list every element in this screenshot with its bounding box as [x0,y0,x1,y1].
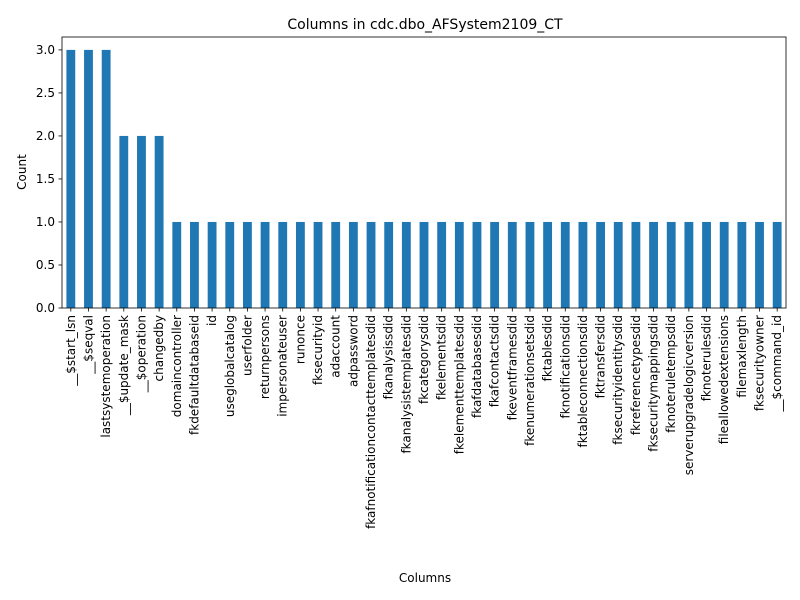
y-tick-label: 2.0 [36,129,55,143]
bar [454,221,464,308]
y-tick-label: 0.5 [36,258,55,272]
x-tick-label: fknoteruletempsdid [664,315,678,433]
x-tick-label: __$start_lsn [64,315,78,387]
x-tick-label: fktableconnectionsdid [576,315,590,448]
bar [119,135,129,308]
x-tick-label: id [205,315,219,326]
x-tick-label: runonce [293,315,307,364]
bar [331,221,341,308]
x-tick-label: fkdefaultdatabaseid [187,315,201,435]
bar [190,221,199,308]
bar [702,221,711,308]
x-tick-label: fktransfersdid [594,315,608,398]
x-tick-label: lastsystemoperation [99,315,113,438]
x-tick-label: serverupgradelogicversion [682,315,696,475]
x-tick-label: __$seqval [81,315,95,375]
x-tick-label: __$command_id [770,315,784,412]
bar [260,221,270,308]
bar [366,221,376,308]
bar [525,221,535,308]
bar [490,221,500,308]
x-tick-label: fkelementsdid [435,315,449,400]
x-tick-label: fksecurityid [311,315,325,385]
y-tick-label: 1.0 [36,215,55,229]
x-tick-label: useglobalcatalog [223,315,237,417]
chart-title: Columns in cdc.dbo_AFSystem2109_CT [287,17,563,33]
x-tick-label: filemaxlength [735,315,749,398]
bar [560,221,570,308]
bar [66,49,76,309]
bar [755,221,764,308]
bar-series [66,49,782,309]
bar [666,221,676,308]
bar [507,221,517,308]
bar [578,221,588,308]
bar [649,221,658,308]
x-tick-label: __$update_mask [117,315,131,416]
bar [313,221,323,308]
x-tick-label: adpassword [346,315,360,387]
x-tick-label: impersonateuser [276,315,290,417]
bar [737,221,747,308]
x-axis-ticks: __$start_lsn __$seqval lastsystemoperation… [64,308,784,529]
x-tick-label: fkafnotificationcontacttemplatesdid [364,315,378,529]
x-tick-label: fksecurityidentitysdid [611,315,625,445]
x-tick-label: fkeventframesdid [505,315,519,420]
x-tick-label: adaccount [329,315,343,378]
x-tick-label: returnpersons [258,315,272,399]
x-tick-label: fkanalysissdid [382,315,396,399]
y-tick-label: 2.5 [36,86,55,100]
x-tick-label: fktablesdid [541,315,555,381]
bar [472,221,482,308]
bar [295,221,305,308]
bar [384,221,394,308]
bar [613,221,623,308]
bar [84,49,93,309]
bar [172,221,182,308]
bar [225,221,235,308]
x-tick-label: fkelementtemplatesdid [452,315,466,454]
bar [596,221,605,308]
y-tick-label: 3.0 [36,43,55,57]
bar [719,221,729,308]
bar [631,221,641,308]
x-tick-label: fkanalysistemplatesdid [399,315,413,454]
x-tick-label: changedby [152,315,166,382]
y-tick-label: 0.0 [36,301,55,315]
bar [684,221,694,308]
y-axis-label: Count [15,154,29,190]
bar [278,221,288,308]
bar [772,221,782,308]
bar [437,221,447,308]
bar [101,49,111,309]
bar [348,221,358,308]
bar [137,135,146,308]
plot-frame [61,36,787,309]
x-axis-label: Columns [399,571,451,585]
x-tick-label: fkreferencetypesdid [629,315,643,435]
x-tick-label: domaincontroller [170,315,184,417]
bar [419,221,429,308]
x-tick-label: fkafdatabasesdid [470,315,484,418]
x-tick-label: fknoterulesdid [700,315,714,401]
y-axis-ticks: 0.0 0.5 1.0 1.5 2.0 2.5 3.0 [36,43,62,315]
bar [401,221,411,308]
x-tick-label: fileallowedextensions [717,315,731,444]
y-tick-label: 1.5 [36,172,55,186]
x-tick-label: fkenumerationsetsdid [523,315,537,446]
x-tick-label: fksecuritymappingsdid [647,315,661,452]
x-tick-label: fknotificationsdid [558,315,572,418]
bar [243,221,252,308]
x-tick-label: userfolder [240,315,254,376]
bar [154,135,164,308]
x-tick-label: __$operation [134,315,148,393]
bar [543,221,553,308]
bar [207,221,217,308]
x-tick-label: fkafcontactsdid [488,315,502,407]
x-tick-label: fkcategorysdid [417,315,431,404]
x-tick-label: fksecurityowner [753,315,767,411]
